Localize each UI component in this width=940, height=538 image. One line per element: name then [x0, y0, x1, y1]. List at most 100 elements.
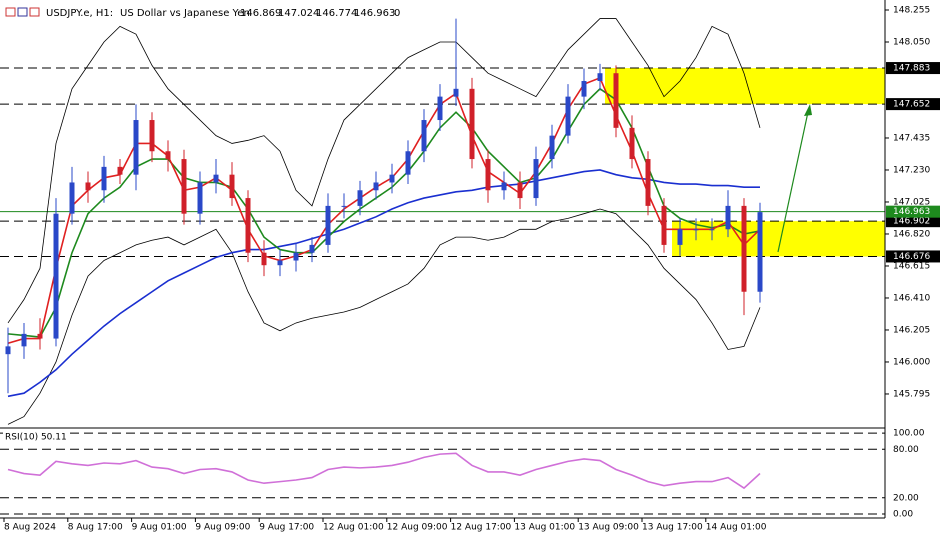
candle-body: [245, 198, 251, 253]
y-tick-label: 145.795: [893, 389, 930, 399]
candle-body: [293, 252, 299, 261]
candle-body: [197, 182, 203, 214]
arrow-head: [804, 104, 812, 116]
indicator-line: [7, 169, 760, 398]
forecast-arrow: [777, 104, 812, 253]
candle-body: [533, 159, 539, 199]
rsi-pane: 100.00 80.00 20.00 0.00 RSI(10) 50.11: [0, 429, 925, 519]
candle-body: [5, 346, 11, 355]
candle-body: [421, 120, 427, 152]
candle-body: [261, 252, 267, 266]
candle-body: [37, 333, 43, 339]
indicator-line: [7, 452, 761, 490]
x-tick-label: 12 Aug 01:00: [323, 523, 384, 533]
level-label: 147.883: [893, 64, 930, 74]
x-tick-label: 13 Aug 09:00: [578, 523, 639, 533]
y-tick-label: 100.00: [893, 429, 925, 439]
x-tick-label: 9 Aug 01:00: [132, 523, 187, 533]
y-tick-label: 20.00: [893, 493, 919, 503]
icon: [29, 7, 40, 17]
ohlc-high: 147.024: [278, 8, 319, 19]
y-tick-label: 146.205: [893, 325, 930, 335]
x-tick-label: 9 Aug 09:00: [195, 523, 250, 533]
y-tick-label: 148.050: [893, 37, 930, 47]
x-tick-label: 13 Aug 01:00: [514, 523, 575, 533]
candle-body: [453, 88, 459, 97]
x-tick-label: 8 Aug 2024: [4, 523, 56, 533]
zone: [605, 68, 885, 105]
current-price-label-bg: [886, 205, 940, 218]
icon: [17, 7, 28, 17]
candle-body: [405, 151, 411, 175]
y-tick-label: 0.00: [893, 509, 913, 519]
candle-body: [133, 120, 139, 175]
candle-body: [373, 182, 379, 191]
level-label-bg: [886, 250, 940, 263]
candle-body: [757, 212, 763, 292]
spread: 0: [394, 8, 400, 19]
candle-body: [501, 182, 507, 191]
candle-body: [725, 205, 731, 230]
level-label-bg: [886, 98, 940, 111]
level-label: 147.652: [893, 100, 930, 110]
indicator-title: RSI(10) 50.11: [5, 433, 67, 443]
y-tick-label: 146.820: [893, 229, 930, 239]
ohlc-low: 146.774: [316, 8, 357, 19]
y-tick-label: 147.025: [893, 197, 930, 207]
candle-body: [69, 182, 75, 214]
candle-body: [549, 135, 555, 160]
candle-body: [341, 205, 347, 207]
candle-body: [229, 174, 235, 199]
candle-body: [357, 190, 363, 206]
candle-body: [325, 205, 331, 245]
ohlc-close: 146.963: [354, 8, 395, 19]
candle-body: [277, 260, 283, 266]
ohlc-open: 146.869: [240, 8, 281, 19]
y-tick-label: 80.00: [893, 445, 919, 455]
candle-body: [21, 333, 27, 347]
candle-body: [565, 96, 571, 136]
candle-body: [149, 120, 155, 152]
candle-body: [597, 73, 603, 82]
x-tick-label: 9 Aug 17:00: [259, 523, 314, 533]
current-price-label: 146.963: [893, 207, 930, 217]
symbol: USDJPY.e, H1:: [46, 8, 113, 19]
candle-body: [165, 151, 171, 160]
x-tick-label: 14 Aug 01:00: [706, 523, 767, 533]
candle-body: [645, 159, 651, 206]
candle-body: [117, 166, 123, 175]
y-tick-label: 146.000: [893, 357, 930, 367]
description: US Dollar vs Japanese Yen: [120, 8, 250, 19]
icon: [5, 7, 16, 17]
level-label-bg: [886, 215, 940, 228]
candle-body: [677, 229, 683, 245]
indicator-line: [7, 18, 761, 324]
price-pane: 148.255 148.050 147.435 147.230 147.025 146.8…: [0, 5, 940, 425]
candle-body: [709, 229, 715, 231]
y-tick-label: 146.410: [893, 293, 930, 303]
level-label: 146.902: [893, 217, 930, 227]
candle-body: [101, 166, 107, 191]
y-tick-label: 148.255: [893, 5, 930, 15]
candle-body: [613, 73, 619, 128]
candle-body: [741, 205, 747, 292]
indicator-line: [7, 76, 761, 345]
candle-body: [437, 96, 443, 121]
y-tick-label: 146.615: [893, 261, 930, 271]
candle-body: [485, 159, 491, 191]
candle-body: [85, 182, 91, 191]
x-tick-label: 8 Aug 17:00: [68, 523, 123, 533]
candle-body: [389, 174, 395, 183]
arrow-shaft: [777, 111, 809, 253]
candle-body: [181, 159, 187, 214]
candle-body: [53, 213, 59, 339]
candle-body: [581, 81, 587, 97]
y-tick-label: 147.435: [893, 133, 930, 143]
candle-body: [661, 205, 667, 245]
candle-body: [629, 127, 635, 160]
indicator-line: [7, 208, 761, 425]
x-tick-label: 12 Aug 17:00: [451, 523, 512, 533]
header: USDJPY.e, H1: US Dollar vs Japanese Yen …: [5, 7, 400, 19]
indicator-line: [7, 87, 761, 338]
